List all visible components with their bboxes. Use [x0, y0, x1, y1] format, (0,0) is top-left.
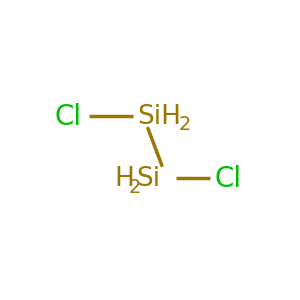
Text: SiH: SiH — [137, 104, 182, 130]
Text: Si: Si — [136, 166, 161, 192]
Text: Cl: Cl — [214, 165, 242, 193]
Text: 2: 2 — [178, 116, 190, 134]
Text: H: H — [114, 166, 134, 192]
Text: Cl: Cl — [54, 103, 81, 131]
Text: 2: 2 — [129, 178, 141, 197]
